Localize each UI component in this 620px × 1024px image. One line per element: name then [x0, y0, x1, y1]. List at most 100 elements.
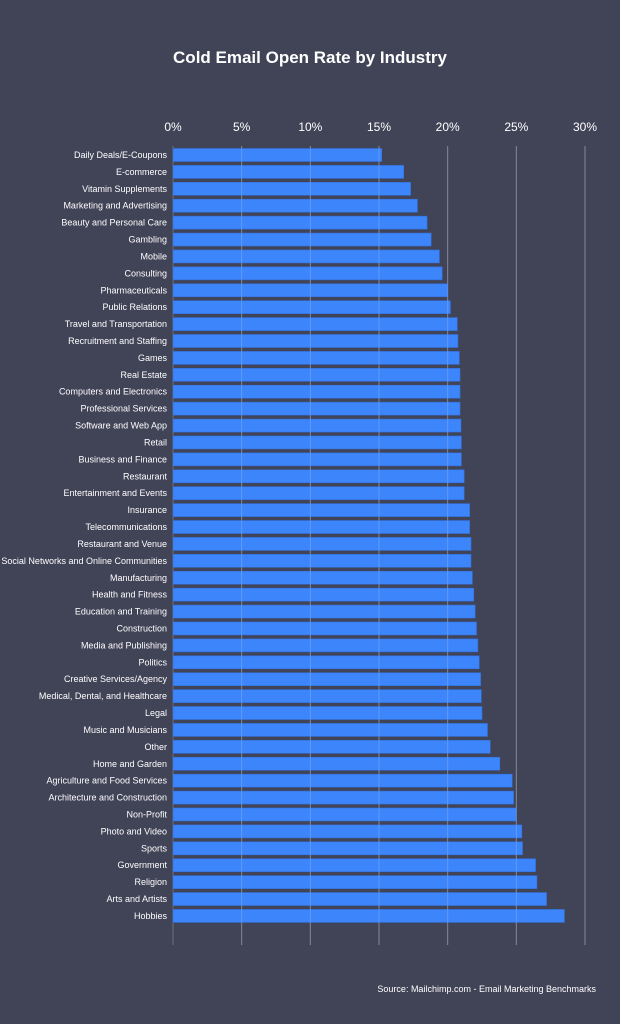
- category-label: Insurance: [127, 505, 167, 515]
- bar: [172, 418, 462, 433]
- category-label: E-commerce: [116, 167, 167, 177]
- bar: [172, 503, 470, 517]
- bar: [172, 858, 536, 873]
- category-label: Photo and Video: [101, 826, 167, 836]
- category-label: Legal: [145, 708, 167, 718]
- bar: [172, 334, 459, 348]
- x-tick-label: 30%: [573, 120, 597, 134]
- bar: [172, 215, 428, 230]
- bar: [172, 148, 383, 162]
- bar: [172, 587, 475, 602]
- category-label: Medical, Dental, and Healthcare: [39, 691, 167, 701]
- category-label: Architecture and Construction: [48, 793, 167, 803]
- bar: [172, 554, 472, 568]
- bar: [172, 604, 476, 619]
- source-note: Source: Mailchimp.com - Email Marketing …: [377, 984, 596, 994]
- bar: [172, 689, 482, 703]
- bar: [172, 266, 443, 281]
- category-label: Retail: [144, 437, 167, 447]
- x-tick-label: 5%: [233, 120, 251, 134]
- bar: [172, 875, 538, 889]
- category-label: Agriculture and Food Services: [46, 776, 167, 786]
- category-label: Beauty and Personal Care: [61, 218, 167, 228]
- category-label: Mobile: [140, 251, 167, 261]
- bar: [172, 486, 465, 501]
- bar: [172, 672, 481, 687]
- category-label: Gambling: [128, 235, 167, 245]
- category-label: Religion: [134, 877, 167, 887]
- bar: [172, 841, 523, 856]
- category-label: Creative Services/Agency: [64, 674, 168, 684]
- bar: [172, 824, 523, 839]
- bar: [172, 452, 462, 467]
- bar: [172, 909, 565, 923]
- category-label: Daily Deals/E-Coupons: [74, 150, 168, 160]
- category-label: Marketing and Advertising: [63, 201, 167, 211]
- category-label: Politics: [138, 657, 167, 667]
- category-label: Telecommunications: [85, 522, 167, 532]
- category-label: Consulting: [124, 268, 167, 278]
- bar: [172, 756, 501, 771]
- category-label: Construction: [116, 623, 167, 633]
- category-label: Restaurant and Venue: [77, 539, 167, 549]
- category-label: Pharmaceuticals: [100, 285, 167, 295]
- bar: [172, 249, 440, 264]
- chart-title: Cold Email Open Rate by Industry: [173, 48, 447, 67]
- bar: [172, 182, 411, 196]
- category-label: Software and Web App: [75, 421, 167, 431]
- category-label: Restaurant: [123, 471, 168, 481]
- category-label: Sports: [141, 843, 168, 853]
- category-label: Professional Services: [80, 404, 167, 414]
- category-label: Manufacturing: [110, 573, 167, 583]
- x-tick-label: 0%: [164, 120, 182, 134]
- bar: [172, 520, 470, 534]
- category-label: Public Relations: [102, 302, 167, 312]
- category-label: Other: [144, 742, 167, 752]
- bar: [172, 807, 517, 822]
- category-label: Social Networks and Online Communities: [1, 556, 167, 566]
- bar: [172, 740, 491, 754]
- x-tick-label: 25%: [504, 120, 528, 134]
- bar: [172, 723, 488, 737]
- bar: [172, 790, 514, 805]
- x-tick-label: 20%: [436, 120, 460, 134]
- bar: [172, 232, 432, 247]
- bar: [172, 165, 405, 179]
- category-label: Computers and Electronics: [59, 387, 168, 397]
- bar: [172, 892, 547, 906]
- bar: [172, 621, 477, 636]
- bar: [172, 435, 462, 450]
- bar: [172, 317, 458, 331]
- bar: [172, 198, 418, 213]
- category-label: Recruitment and Staffing: [68, 336, 167, 346]
- category-label: Government: [117, 860, 167, 870]
- category-label: Entertainment and Events: [63, 488, 167, 498]
- bar: [172, 537, 472, 551]
- x-tick-label: 15%: [367, 120, 391, 134]
- bar: [172, 570, 473, 585]
- category-label: Music and Musicians: [83, 725, 167, 735]
- bar: [172, 368, 461, 382]
- category-label: Hobbies: [134, 911, 168, 921]
- bar: [172, 706, 483, 720]
- category-label: Business and Finance: [78, 454, 167, 464]
- bar: [172, 655, 480, 670]
- bar: [172, 469, 465, 484]
- category-label: Real Estate: [120, 370, 167, 380]
- bar: [172, 401, 461, 416]
- category-label: Travel and Transportation: [65, 319, 167, 329]
- bar: [172, 300, 451, 314]
- category-label: Health and Fitness: [92, 590, 168, 600]
- category-label: Education and Training: [75, 607, 167, 617]
- bar: [172, 384, 461, 399]
- category-label: Vitamin Supplements: [82, 184, 167, 194]
- bar: [172, 638, 479, 653]
- bar: [172, 773, 513, 788]
- x-tick-label: 10%: [298, 120, 322, 134]
- category-label: Non-Profit: [126, 809, 167, 819]
- category-label: Games: [138, 353, 168, 363]
- bar: [172, 351, 460, 365]
- bar: [172, 283, 448, 298]
- category-label: Media and Publishing: [81, 640, 167, 650]
